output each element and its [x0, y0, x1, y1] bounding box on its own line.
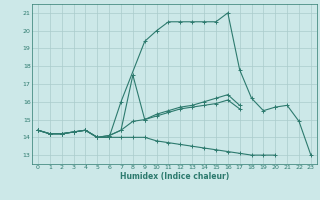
X-axis label: Humidex (Indice chaleur): Humidex (Indice chaleur) — [120, 172, 229, 181]
